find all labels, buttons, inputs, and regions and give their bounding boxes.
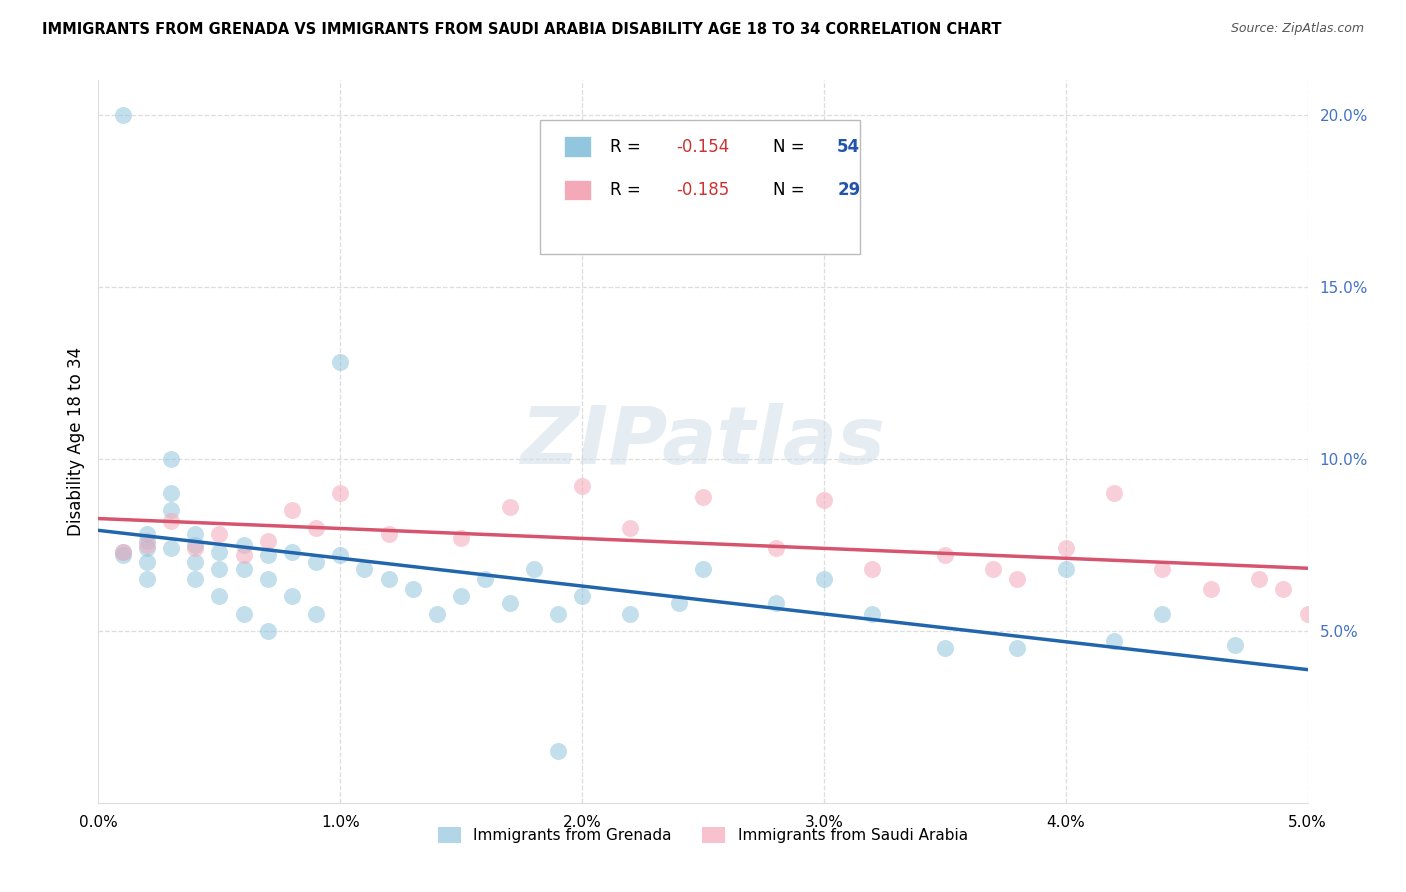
Point	[135, 555, 157, 569]
Point	[1152, 562, 1174, 576]
Point	[1223, 638, 1246, 652]
Point	[765, 541, 787, 556]
Point	[1102, 486, 1125, 500]
Text: 54: 54	[837, 137, 860, 156]
Point	[184, 527, 207, 541]
Text: IMMIGRANTS FROM GRENADA VS IMMIGRANTS FROM SAUDI ARABIA DISABILITY AGE 18 TO 34 : IMMIGRANTS FROM GRENADA VS IMMIGRANTS FR…	[42, 22, 1001, 37]
Point	[450, 590, 472, 604]
Text: N =: N =	[773, 181, 810, 199]
Point	[232, 538, 254, 552]
Point	[668, 596, 690, 610]
Point	[184, 572, 207, 586]
Point	[256, 624, 278, 638]
Point	[1007, 640, 1029, 655]
Point	[1249, 572, 1271, 586]
Point	[160, 451, 183, 466]
Point	[377, 527, 399, 541]
FancyBboxPatch shape	[540, 120, 860, 253]
Point	[305, 555, 328, 569]
Point	[208, 590, 231, 604]
Point	[329, 355, 352, 369]
Point	[765, 596, 787, 610]
Point	[160, 503, 183, 517]
Point	[860, 562, 883, 576]
Point	[1054, 541, 1077, 556]
Point	[450, 531, 472, 545]
Text: -0.154: -0.154	[676, 137, 730, 156]
Point	[860, 607, 883, 621]
Text: R =: R =	[610, 181, 645, 199]
Point	[1102, 634, 1125, 648]
Point	[474, 572, 496, 586]
Point	[813, 572, 835, 586]
Point	[208, 527, 231, 541]
Point	[111, 548, 134, 562]
Point	[498, 500, 520, 514]
Point	[305, 607, 328, 621]
Point	[135, 572, 157, 586]
Point	[281, 590, 304, 604]
Point	[402, 582, 425, 597]
Point	[329, 548, 352, 562]
Point	[1296, 607, 1319, 621]
Point	[208, 562, 231, 576]
Point	[377, 572, 399, 586]
Point	[1199, 582, 1222, 597]
Point	[256, 572, 278, 586]
Point	[498, 596, 520, 610]
Point	[184, 541, 207, 556]
Point	[135, 541, 157, 556]
Point	[160, 514, 183, 528]
Point	[281, 544, 304, 558]
Point	[547, 744, 569, 758]
Point	[135, 527, 157, 541]
Text: -0.185: -0.185	[676, 181, 730, 199]
Point	[256, 548, 278, 562]
Point	[934, 548, 956, 562]
Point	[934, 640, 956, 655]
Point	[692, 562, 714, 576]
Bar	[564, 136, 591, 157]
Point	[111, 108, 134, 122]
Point	[135, 538, 157, 552]
Point	[305, 520, 328, 534]
Point	[1054, 562, 1077, 576]
Point	[547, 607, 569, 621]
Point	[692, 490, 714, 504]
Bar	[564, 179, 591, 200]
Point	[281, 503, 304, 517]
Point	[619, 607, 641, 621]
Point	[111, 544, 134, 558]
Point	[426, 607, 449, 621]
Point	[160, 541, 183, 556]
Point	[256, 534, 278, 549]
Point	[232, 548, 254, 562]
Point	[619, 520, 641, 534]
Point	[184, 538, 207, 552]
Point	[523, 562, 546, 576]
Point	[160, 486, 183, 500]
Point	[1152, 607, 1174, 621]
Point	[1272, 582, 1295, 597]
Point	[571, 479, 593, 493]
Point	[813, 493, 835, 508]
Point	[135, 534, 157, 549]
Point	[184, 555, 207, 569]
Y-axis label: Disability Age 18 to 34: Disability Age 18 to 34	[66, 347, 84, 536]
Point	[208, 544, 231, 558]
Point	[232, 562, 254, 576]
Text: 29: 29	[837, 181, 860, 199]
Text: Source: ZipAtlas.com: Source: ZipAtlas.com	[1230, 22, 1364, 36]
Point	[232, 607, 254, 621]
Point	[1007, 572, 1029, 586]
Text: N =: N =	[773, 137, 810, 156]
Text: R =: R =	[610, 137, 645, 156]
Text: ZIPatlas: ZIPatlas	[520, 402, 886, 481]
Point	[353, 562, 375, 576]
Point	[981, 562, 1004, 576]
Point	[111, 544, 134, 558]
Point	[571, 590, 593, 604]
Legend: Immigrants from Grenada, Immigrants from Saudi Arabia: Immigrants from Grenada, Immigrants from…	[432, 822, 974, 849]
Point	[329, 486, 352, 500]
